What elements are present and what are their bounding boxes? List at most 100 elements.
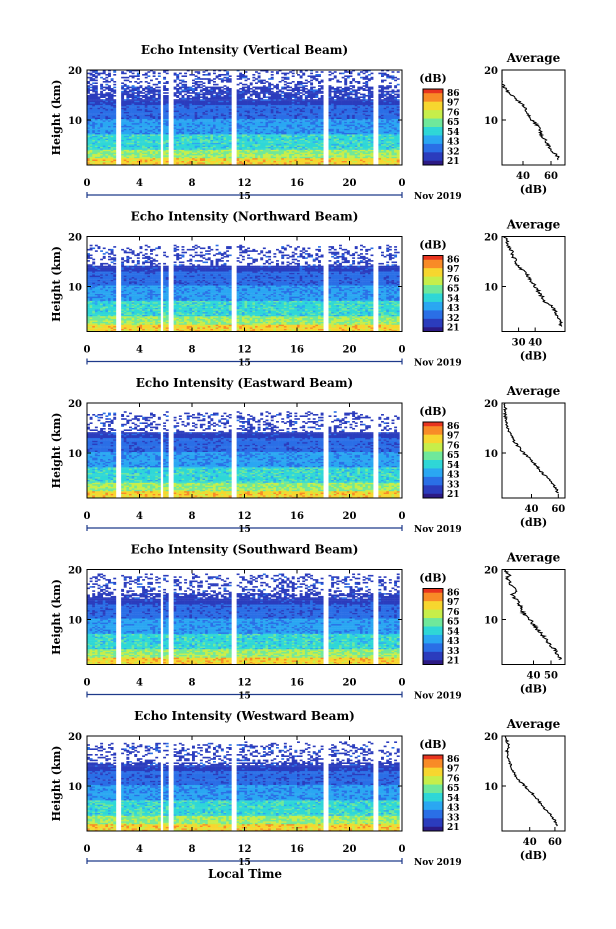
colorbar-segment — [423, 637, 443, 640]
colorbar-segment — [423, 110, 443, 113]
colorbar-segment — [423, 287, 443, 290]
colorbar-segment — [423, 780, 443, 783]
colorbar-tick-label: 21 — [447, 490, 460, 500]
colorbar-segment — [423, 609, 443, 613]
average-y-tick-label: 20 — [484, 732, 498, 743]
colorbar-segment — [423, 91, 443, 94]
colorbar-frame — [422, 421, 444, 499]
colorbar-segment — [423, 814, 443, 817]
colorbar-segment — [423, 261, 443, 265]
y-tick-label: 20 — [68, 566, 82, 577]
colorbar-segment — [423, 763, 443, 766]
colorbar-segment — [423, 116, 443, 119]
average-x-label: (dB) — [520, 849, 547, 862]
colorbar-segment — [423, 282, 443, 286]
colorbar-segment — [423, 129, 443, 132]
colorbar-segment — [423, 799, 443, 802]
colorbar-tick-label: 54 — [447, 461, 460, 471]
y-axis-label: Height (km) — [50, 80, 63, 156]
colorbar-segment — [423, 651, 443, 655]
average-title: Average — [506, 218, 561, 232]
colorbar-tick-label: 21 — [447, 823, 460, 833]
colorbar-segment — [423, 152, 443, 155]
average-profile-line — [502, 402, 559, 494]
echo-intensity-heatmap — [87, 244, 400, 332]
colorbar-frame — [422, 88, 444, 166]
colorbar-segment — [423, 491, 443, 495]
colorbar-segment — [423, 460, 443, 463]
average-y-tick-label: 10 — [484, 116, 498, 127]
colorbar-segment — [423, 162, 443, 166]
colorbar-segment — [423, 643, 443, 646]
average-profile-line — [501, 70, 560, 161]
colorbar-segment — [423, 308, 443, 311]
colorbar-segment — [423, 278, 443, 282]
echo-intensity-heatmap — [87, 741, 400, 832]
colorbar-segment — [423, 434, 443, 438]
colorbar-segment — [423, 422, 443, 425]
colorbar-segment — [423, 470, 443, 474]
colorbar-tick-label: 21 — [447, 657, 460, 667]
colorbar-segment — [423, 820, 443, 823]
average-profile-line — [503, 569, 562, 661]
colorbar-segment — [423, 596, 443, 600]
average-x-tick-label: 60 — [548, 837, 562, 848]
beam-panel-1: Echo Intensity (Vertical Beam) 20 10 Height… — [50, 43, 566, 202]
colorbar-segment — [423, 263, 443, 267]
colorbar-segment — [423, 304, 443, 307]
x-tick-label: 8 — [189, 511, 196, 522]
average-x-tick-label: 30 — [512, 338, 526, 349]
colorbar-segment — [423, 594, 443, 598]
colorbar-segment — [423, 453, 443, 457]
colorbar-segment — [423, 312, 443, 316]
colorbar-segment — [423, 605, 443, 608]
echo-intensity-heatmap — [87, 69, 400, 166]
colorbar-segment — [423, 114, 443, 117]
average-y-tick-label: 20 — [484, 566, 498, 577]
colorbar-segment — [423, 120, 443, 124]
colorbar-segment — [423, 624, 443, 627]
x-tick-label: 0 — [84, 844, 91, 855]
colorbar-segment — [423, 97, 443, 100]
colorbar-segment — [423, 807, 443, 811]
colorbar-segment — [423, 641, 443, 644]
average-title: Average — [506, 51, 561, 65]
x-tick-label: 16 — [290, 678, 304, 689]
x-tick-label: 8 — [189, 678, 196, 689]
colorbar-segment — [423, 656, 443, 659]
average-x-tick-label: 50 — [544, 671, 558, 682]
colorbar-tick-label: 43 — [447, 637, 460, 647]
colorbar-segment — [423, 824, 443, 828]
colorbar-segment — [423, 634, 443, 638]
average-x-label: (dB) — [520, 183, 547, 196]
y-tick-label: 20 — [68, 233, 82, 244]
y-tick-label: 20 — [68, 399, 82, 410]
colorbar-segment — [423, 611, 443, 615]
colorbar-segment — [423, 601, 443, 604]
average-frame — [501, 236, 566, 332]
colorbar-tick-label: 76 — [447, 108, 460, 118]
colorbar-tick-label: 97 — [447, 765, 460, 775]
colorbar-segment — [423, 774, 443, 777]
colorbar-segment — [423, 449, 443, 452]
colorbar-segment — [423, 647, 443, 651]
colorbar-segment — [423, 141, 443, 145]
y-tick-label: 10 — [68, 616, 82, 627]
colorbar-segment — [423, 615, 443, 619]
colorbar-segment — [423, 476, 443, 480]
colorbar-segment — [423, 137, 443, 141]
colorbar-segment — [423, 622, 443, 625]
colorbar-segment — [423, 826, 443, 830]
average-title: Average — [506, 717, 561, 731]
colorbar-segment — [423, 274, 443, 278]
x-tick-label: 0 — [84, 178, 91, 189]
y-tick-label: 10 — [68, 449, 82, 460]
average-frame — [501, 735, 566, 832]
beam-panel-3: Echo Intensity (Eastward Beam) 20 10 Height… — [50, 376, 566, 535]
colorbar-segment — [423, 158, 443, 162]
average-title: Average — [506, 551, 561, 565]
average-y-tick-label: 10 — [484, 449, 498, 460]
colorbar-tick-label: 97 — [447, 265, 460, 275]
average-profile-line — [503, 236, 564, 327]
colorbar-unit: (dB) — [419, 405, 446, 418]
